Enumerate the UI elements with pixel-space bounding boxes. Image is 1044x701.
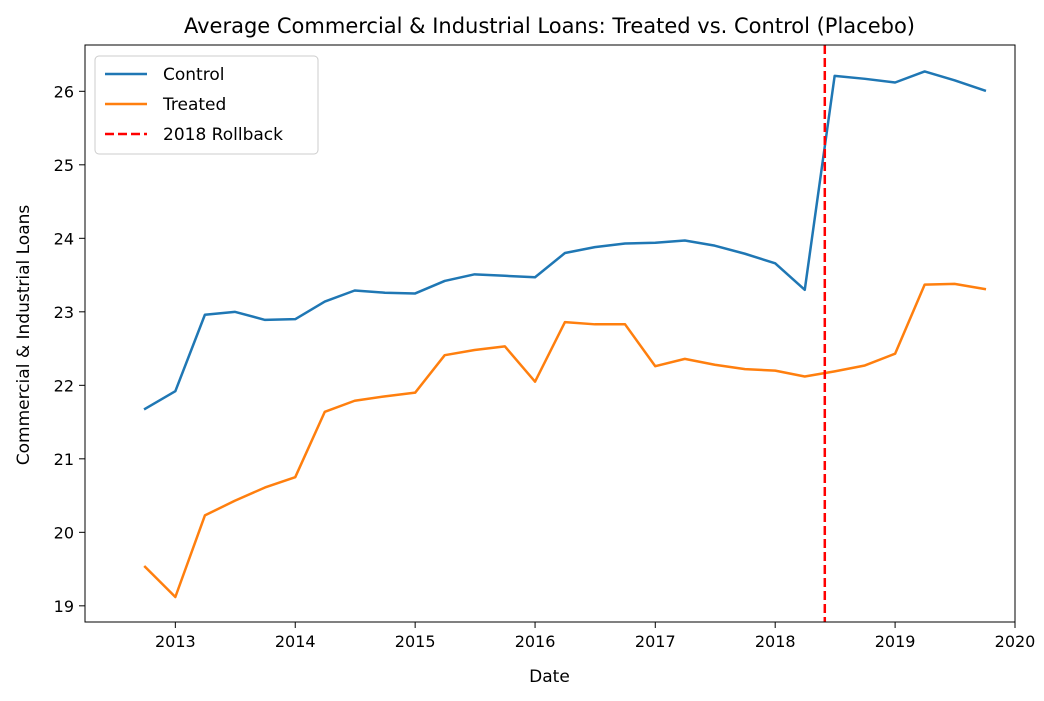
y-tick-label: 21 — [54, 450, 74, 469]
chart-title: Average Commercial & Industrial Loans: T… — [184, 14, 915, 38]
legend-label: Control — [163, 65, 224, 85]
x-tick-label: 2017 — [635, 632, 676, 651]
x-tick-label: 2015 — [395, 632, 436, 651]
y-tick-label: 24 — [54, 229, 74, 248]
x-axis-label: Date — [529, 667, 570, 687]
x-tick-label: 2018 — [755, 632, 796, 651]
legend: Control Treated 2018 Rollback — [94, 55, 319, 155]
plot-frame — [84, 44, 1016, 623]
series-line-control — [143, 70, 987, 411]
y-tick-label: 25 — [54, 156, 74, 175]
legend-label: Treated — [162, 95, 226, 115]
y-axis-label: Commercial & Industrial Loans — [14, 205, 34, 466]
y-tick-label: 26 — [54, 82, 74, 101]
plot-area — [143, 45, 987, 622]
legend-label: 2018 Rollback — [163, 125, 283, 145]
x-tick-label: 2020 — [995, 632, 1036, 651]
x-tick-label: 2014 — [275, 632, 316, 651]
series-line-treated — [143, 282, 987, 599]
y-axis: 19 20 21 22 23 24 25 26 — [54, 82, 85, 616]
x-tick-label: 2016 — [515, 632, 556, 651]
x-tick-label: 2013 — [155, 632, 196, 651]
legend-box — [94, 55, 319, 155]
x-axis: 2013 2014 2015 2016 2017 2018 2019 2020 — [155, 622, 1035, 651]
y-tick-label: 22 — [54, 376, 74, 395]
y-tick-label: 23 — [54, 303, 74, 322]
x-tick-label: 2019 — [875, 632, 916, 651]
y-tick-label: 19 — [54, 597, 74, 616]
y-tick-label: 20 — [54, 523, 74, 542]
